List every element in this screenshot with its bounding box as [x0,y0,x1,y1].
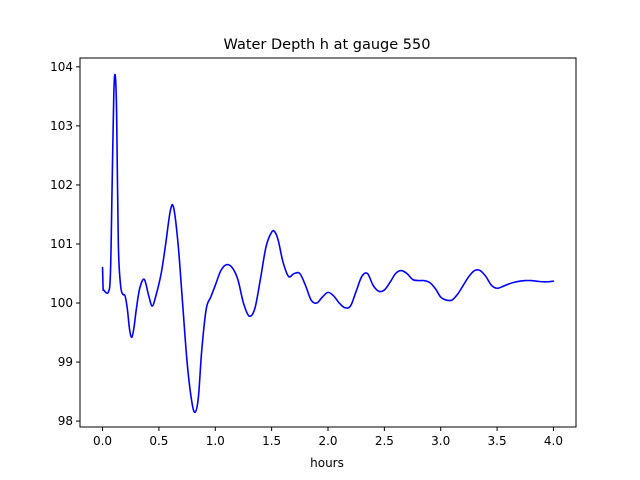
y-tick-label: 102 [50,178,73,192]
y-tick-label: 104 [50,60,73,74]
y-tick-label: 103 [50,119,73,133]
x-tick-label: 0.0 [93,434,112,448]
x-tick-label: 4.0 [544,434,563,448]
x-axis-label: hours [310,456,344,470]
y-tick-label: 100 [50,296,73,310]
y-tick-label: 98 [58,414,73,428]
x-tick-label: 2.0 [318,434,337,448]
y-axis: 98 99 100 101 102 103 104 [50,60,80,428]
y-tick-label: 101 [50,237,73,251]
x-tick-label: 3.5 [488,434,507,448]
x-axis: 0.0 0.5 1.0 1.5 2.0 2.5 3.0 3.5 4.0 [93,427,563,448]
plot-frame [79,57,577,428]
series-line [101,73,555,414]
chart-title: Water Depth h at gauge 550 [224,37,431,53]
x-tick-label: 1.0 [206,434,225,448]
y-tick-label: 99 [58,355,73,369]
x-tick-label: 0.5 [149,434,168,448]
x-tick-label: 3.0 [431,434,450,448]
plot-area [101,73,555,414]
x-tick-label: 1.5 [262,434,281,448]
x-tick-label: 2.5 [375,434,394,448]
